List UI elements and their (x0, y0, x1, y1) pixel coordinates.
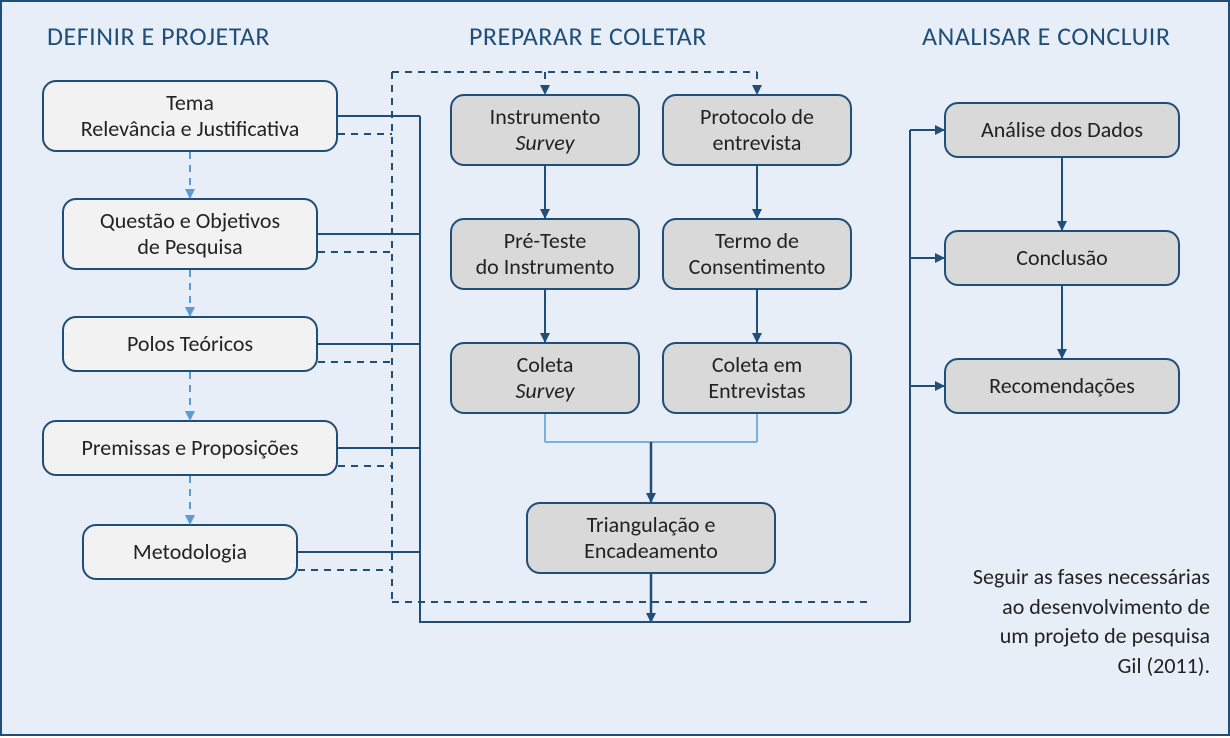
header-col2: PREPARAR E COLETAR (469, 20, 707, 52)
caption-text: Seguir as fases necessárias ao desenvolv… (920, 562, 1210, 681)
box-analise-l1: Análise dos Dados (981, 117, 1143, 143)
box-instrumento: InstrumentoSurvey (450, 94, 640, 166)
box-preteste: Pré-Testedo Instrumento (450, 218, 640, 290)
box-instrumento-l1: Instrumento (490, 103, 601, 130)
box-premissas: Premissas e Proposições (42, 420, 338, 476)
box-questao-l2: de Pesquisa (137, 233, 242, 260)
box-metodologia-l1: Metodologia (133, 539, 247, 565)
box-polos-l1: Polos Teóricos (127, 331, 253, 357)
caption-l1: Seguir as fases necessárias (973, 563, 1210, 590)
box-termo: Termo deConsentimento (662, 218, 852, 290)
box-instrumento-l2: Survey (515, 129, 574, 156)
box-polos: Polos Teóricos (62, 316, 318, 372)
box-conclusao: Conclusão (944, 230, 1180, 286)
box-coleta-s-l1: Coleta (517, 351, 574, 378)
caption-l2: ao desenvolvimento de (1002, 593, 1210, 620)
header-col3: ANALISAR E CONCLUIR (922, 20, 1170, 52)
diagram-canvas: DEFINIR E PROJETAR PREPARAR E COLETAR AN… (0, 0, 1230, 736)
box-termo-l2: Consentimento (689, 253, 826, 280)
box-tema: TemaRelevância e Justificativa (42, 80, 338, 152)
box-questao: Questão e Objetivosde Pesquisa (62, 198, 318, 270)
box-conclusao-l1: Conclusão (1016, 245, 1108, 271)
box-termo-l1: Termo de (715, 227, 799, 254)
box-analise: Análise dos Dados (944, 102, 1180, 158)
box-coleta-survey: ColetaSurvey (450, 342, 640, 414)
box-questao-l1: Questão e Objetivos (100, 207, 280, 234)
box-preteste-l1: Pré-Teste (504, 227, 587, 254)
box-metodologia: Metodologia (82, 524, 298, 580)
box-protocolo-l2: entrevista (713, 129, 802, 156)
box-preteste-l2: do Instrumento (476, 253, 615, 280)
header-col1: DEFINIR E PROJETAR (47, 20, 270, 52)
box-tema-l1: Tema (166, 89, 214, 116)
box-triangulacao: Triangulação eEncadeamento (526, 502, 776, 574)
box-tema-l2: Relevância e Justificativa (81, 115, 300, 142)
box-triang-l1: Triangulação e (587, 511, 716, 538)
box-coleta-e-l1: Coleta em (712, 351, 802, 378)
caption-l3: um projeto de pesquisa (1000, 622, 1210, 649)
caption-l4: Gil (2011). (1118, 652, 1210, 679)
box-recomend-l1: Recomendações (989, 373, 1135, 399)
box-recomendacoes: Recomendações (944, 358, 1180, 414)
box-protocolo: Protocolo deentrevista (662, 94, 852, 166)
box-protocolo-l1: Protocolo de (700, 103, 814, 130)
box-coleta-e-l2: Entrevistas (708, 377, 805, 404)
box-premissas-l1: Premissas e Proposições (82, 435, 299, 461)
box-coleta-s-l2: Survey (515, 377, 574, 404)
box-coleta-entrevistas: Coleta emEntrevistas (662, 342, 852, 414)
box-triang-l2: Encadeamento (584, 537, 718, 564)
